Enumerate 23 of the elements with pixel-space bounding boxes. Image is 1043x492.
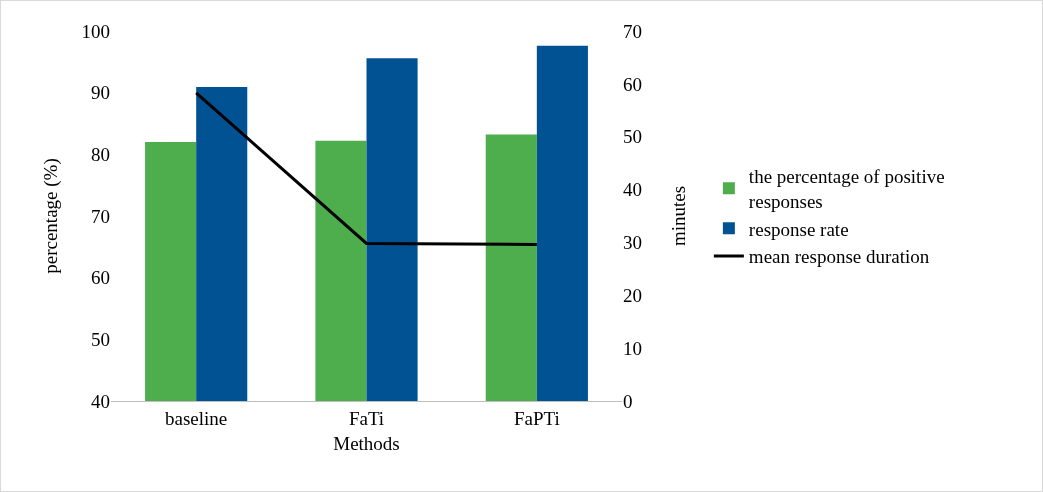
legend-label: mean response duration	[748, 246, 930, 268]
y2-tick-label: 60	[623, 73, 642, 95]
legend-label: response rate	[748, 218, 849, 240]
y2-tick-label: 30	[623, 232, 642, 254]
y-tick-label: 40	[91, 390, 110, 412]
y-axis-title: percentage (%)	[40, 158, 63, 274]
y-tick-label: 60	[91, 267, 110, 289]
y2-tick-label: 0	[623, 390, 633, 412]
y-tick-label: 100	[81, 20, 110, 42]
y-tick-label: 80	[91, 143, 110, 165]
y-tick-label: 50	[91, 328, 110, 350]
x-tick-label: FaTi	[348, 407, 385, 429]
y2-tick-label: 20	[623, 284, 642, 306]
y2-tick-label: 50	[623, 126, 642, 148]
y2-tick-label: 40	[623, 179, 642, 201]
y2-tick-label: 70	[623, 20, 642, 42]
y-tick-label: 90	[91, 82, 110, 104]
x-tick-label: baseline	[165, 407, 228, 429]
x-tick-label: FaPTi	[513, 407, 560, 429]
y2-axis-title: minutes	[667, 185, 689, 247]
x-axis-title: Methods	[333, 432, 400, 454]
y-tick-label: 70	[91, 205, 110, 227]
y2-tick-label: 10	[623, 337, 642, 359]
